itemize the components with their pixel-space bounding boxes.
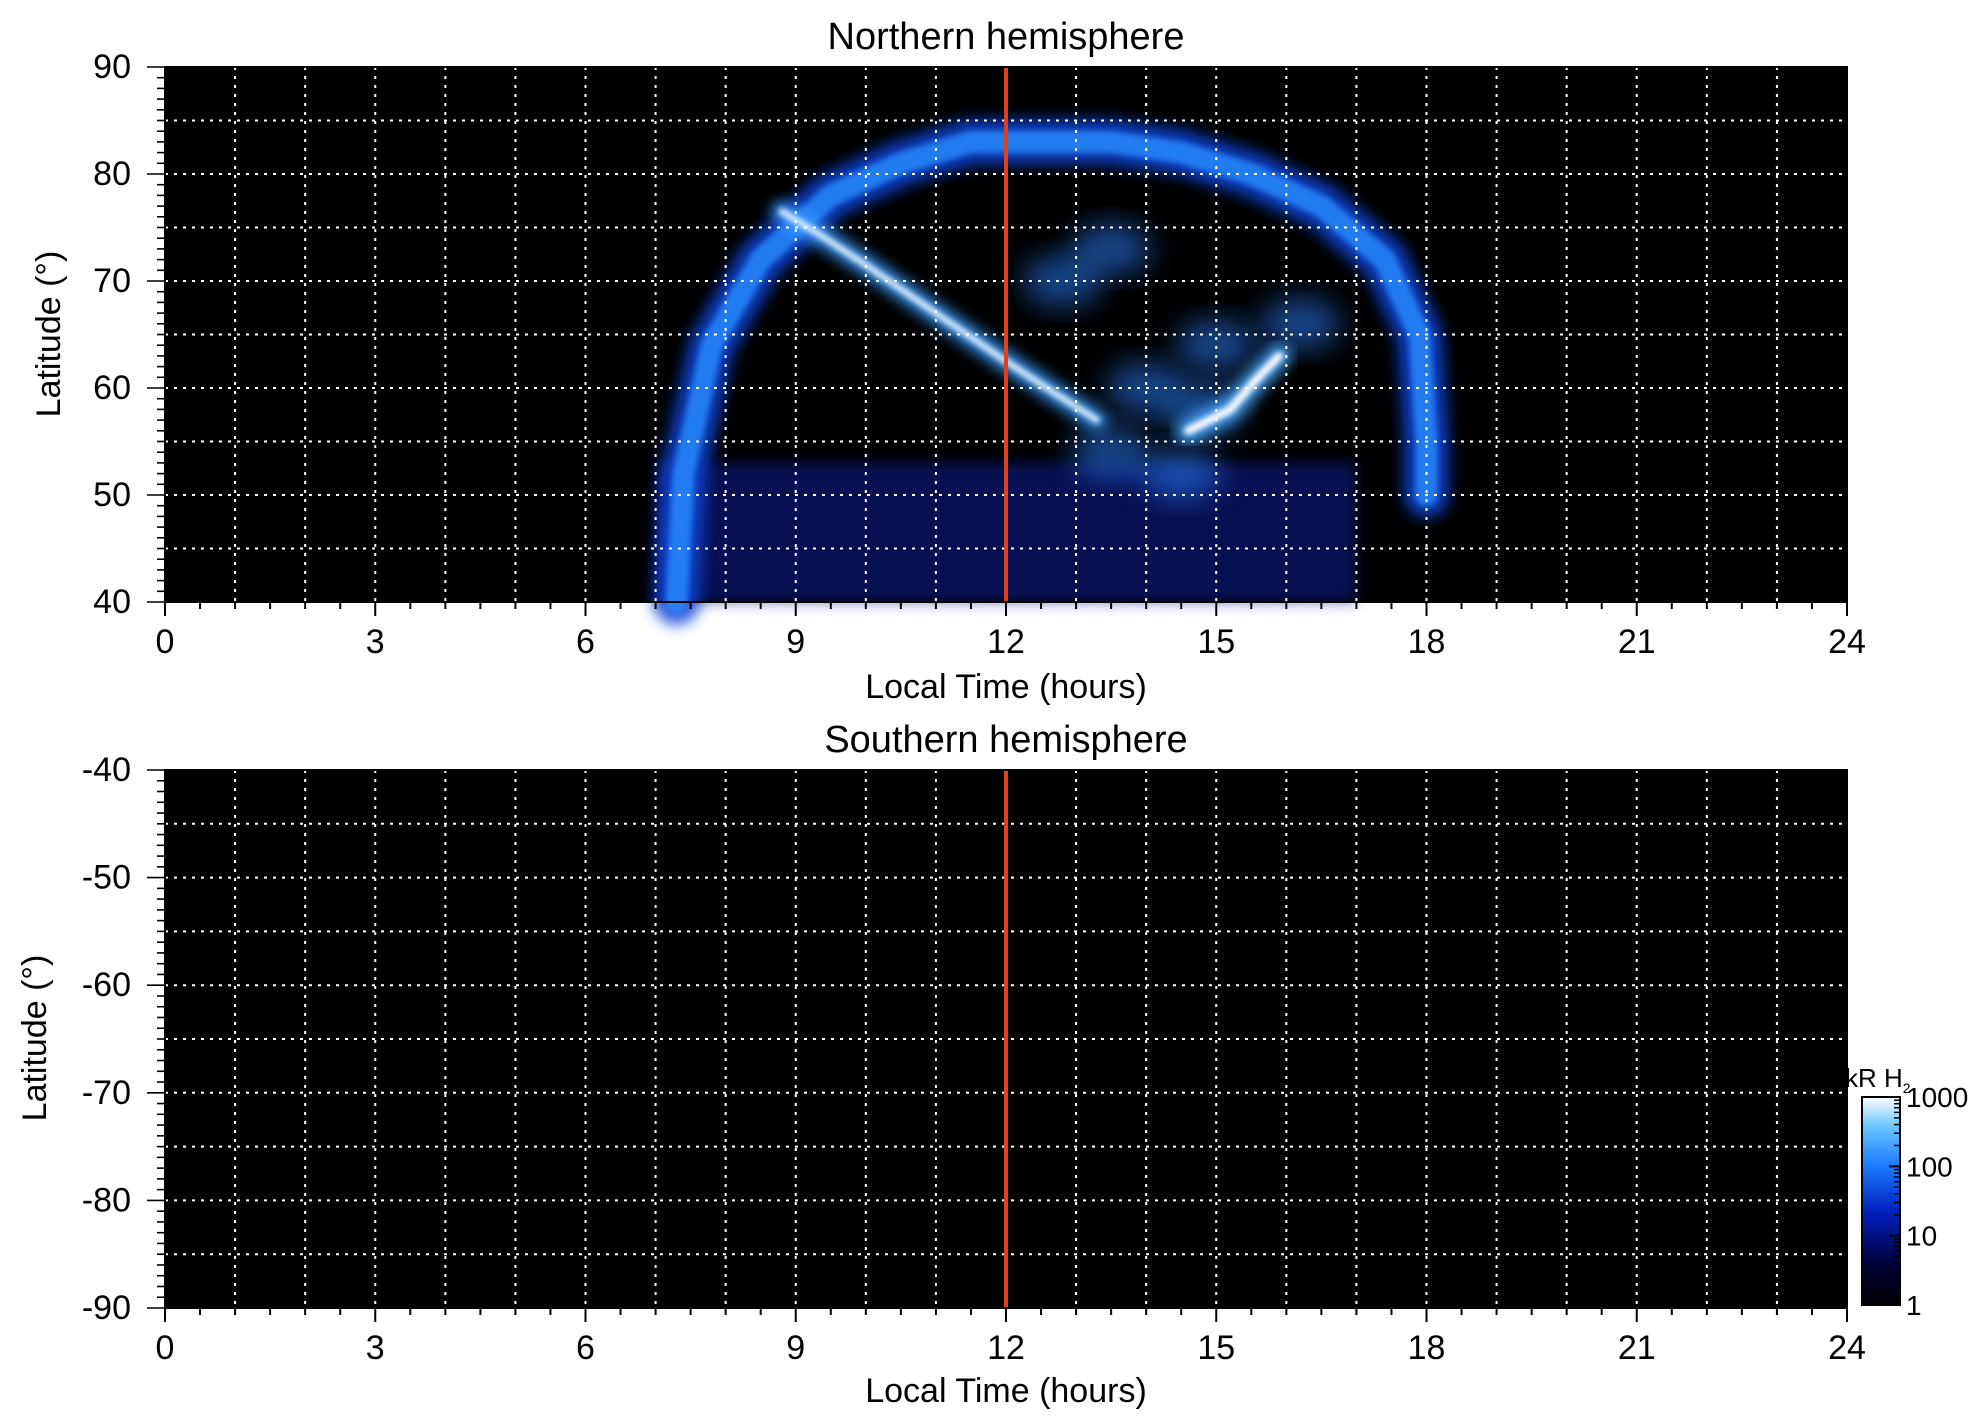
x-tick-label: 9 (786, 623, 805, 661)
x-tick-label: 21 (1618, 1329, 1656, 1367)
panel-northern: Northern hemisphere 0 3 6 9 12 15 18 21 24 40 50 60… (30, 16, 1866, 706)
x-tick-label: 24 (1828, 1329, 1866, 1367)
emission-patch (1260, 297, 1341, 350)
colorbar-gradient (1861, 1096, 1901, 1306)
y-tick-label: 60 (93, 369, 131, 407)
colorbar: kR H2 1 10 100 1000 (1845, 1063, 1968, 1321)
emission-patch (1071, 222, 1152, 275)
emission-patch (1176, 319, 1257, 372)
bright-arc (778, 208, 1101, 424)
x-axis-label: Local Time (hours) (865, 668, 1147, 706)
colorbar-tick-label: 10 (1906, 1221, 1937, 1252)
axes-layer: 0 3 6 9 12 15 18 21 24 -40 -50 -60 -70 -80 -90 (82, 751, 1866, 1367)
x-tick-label: 3 (366, 623, 385, 661)
panel-title: Northern hemisphere (828, 16, 1185, 58)
x-tick-label: 9 (786, 1329, 805, 1367)
x-axis-label: Local Time (hours) (865, 1372, 1147, 1410)
x-tick-label: 15 (1197, 623, 1235, 661)
colorbar-label: kR H2 (1845, 1063, 1911, 1096)
x-tick-label: 6 (576, 1329, 595, 1367)
x-tick-label: 12 (987, 1329, 1025, 1367)
y-tick-label: 70 (93, 262, 131, 300)
y-tick-label: 50 (93, 476, 131, 514)
x-tick-label: 0 (156, 623, 175, 661)
y-tick-label: -40 (82, 751, 131, 789)
emission-patch (1022, 255, 1103, 307)
panel-southern: Southern hemisphere 0 3 6 9 12 15 18 21 24 -40 -50… (16, 719, 1866, 1410)
x-tick-label: 18 (1408, 623, 1446, 661)
x-tick-label: 21 (1618, 623, 1656, 661)
y-tick-label: -60 (82, 966, 131, 1004)
y-axis-label: Latitude (°) (16, 955, 54, 1122)
emission-patch (1071, 426, 1152, 479)
y-tick-label: 80 (93, 155, 131, 193)
grid-layer (165, 67, 1847, 602)
y-tick-label: -70 (82, 1074, 131, 1112)
colorbar-tick-label: 1000 (1906, 1082, 1968, 1113)
y-tick-label: -90 (82, 1289, 131, 1327)
colorbar-tick-label: 100 (1906, 1151, 1953, 1182)
grid-layer (165, 770, 1847, 1308)
dawn-spot (1184, 351, 1284, 435)
x-tick-label: 3 (366, 1329, 385, 1367)
x-tick-label: 0 (156, 1329, 175, 1367)
emission-patch (1141, 447, 1222, 500)
y-tick-label: 40 (93, 583, 131, 621)
x-tick-label: 24 (1828, 623, 1866, 661)
x-tick-label: 6 (576, 623, 595, 661)
x-tick-label: 12 (987, 623, 1025, 661)
x-tick-label: 15 (1197, 1329, 1235, 1367)
y-tick-label: -50 (82, 859, 131, 897)
y-tick-label: 90 (93, 48, 131, 86)
y-tick-label: -80 (82, 1181, 131, 1219)
panel-title: Southern hemisphere (824, 719, 1187, 761)
colorbar-ticks: 1 10 100 1000 (1889, 1082, 1968, 1321)
y-axis-label: Latitude (°) (30, 251, 68, 418)
axes-layer: 0 3 6 9 12 15 18 21 24 40 50 60 70 80 90 (93, 48, 1866, 661)
colorbar-label-main: kR H (1845, 1063, 1903, 1093)
x-tick-label: 18 (1408, 1329, 1446, 1367)
colorbar-label-subscript: 2 (1903, 1080, 1911, 1096)
colorbar-tick-label: 1 (1906, 1290, 1922, 1321)
